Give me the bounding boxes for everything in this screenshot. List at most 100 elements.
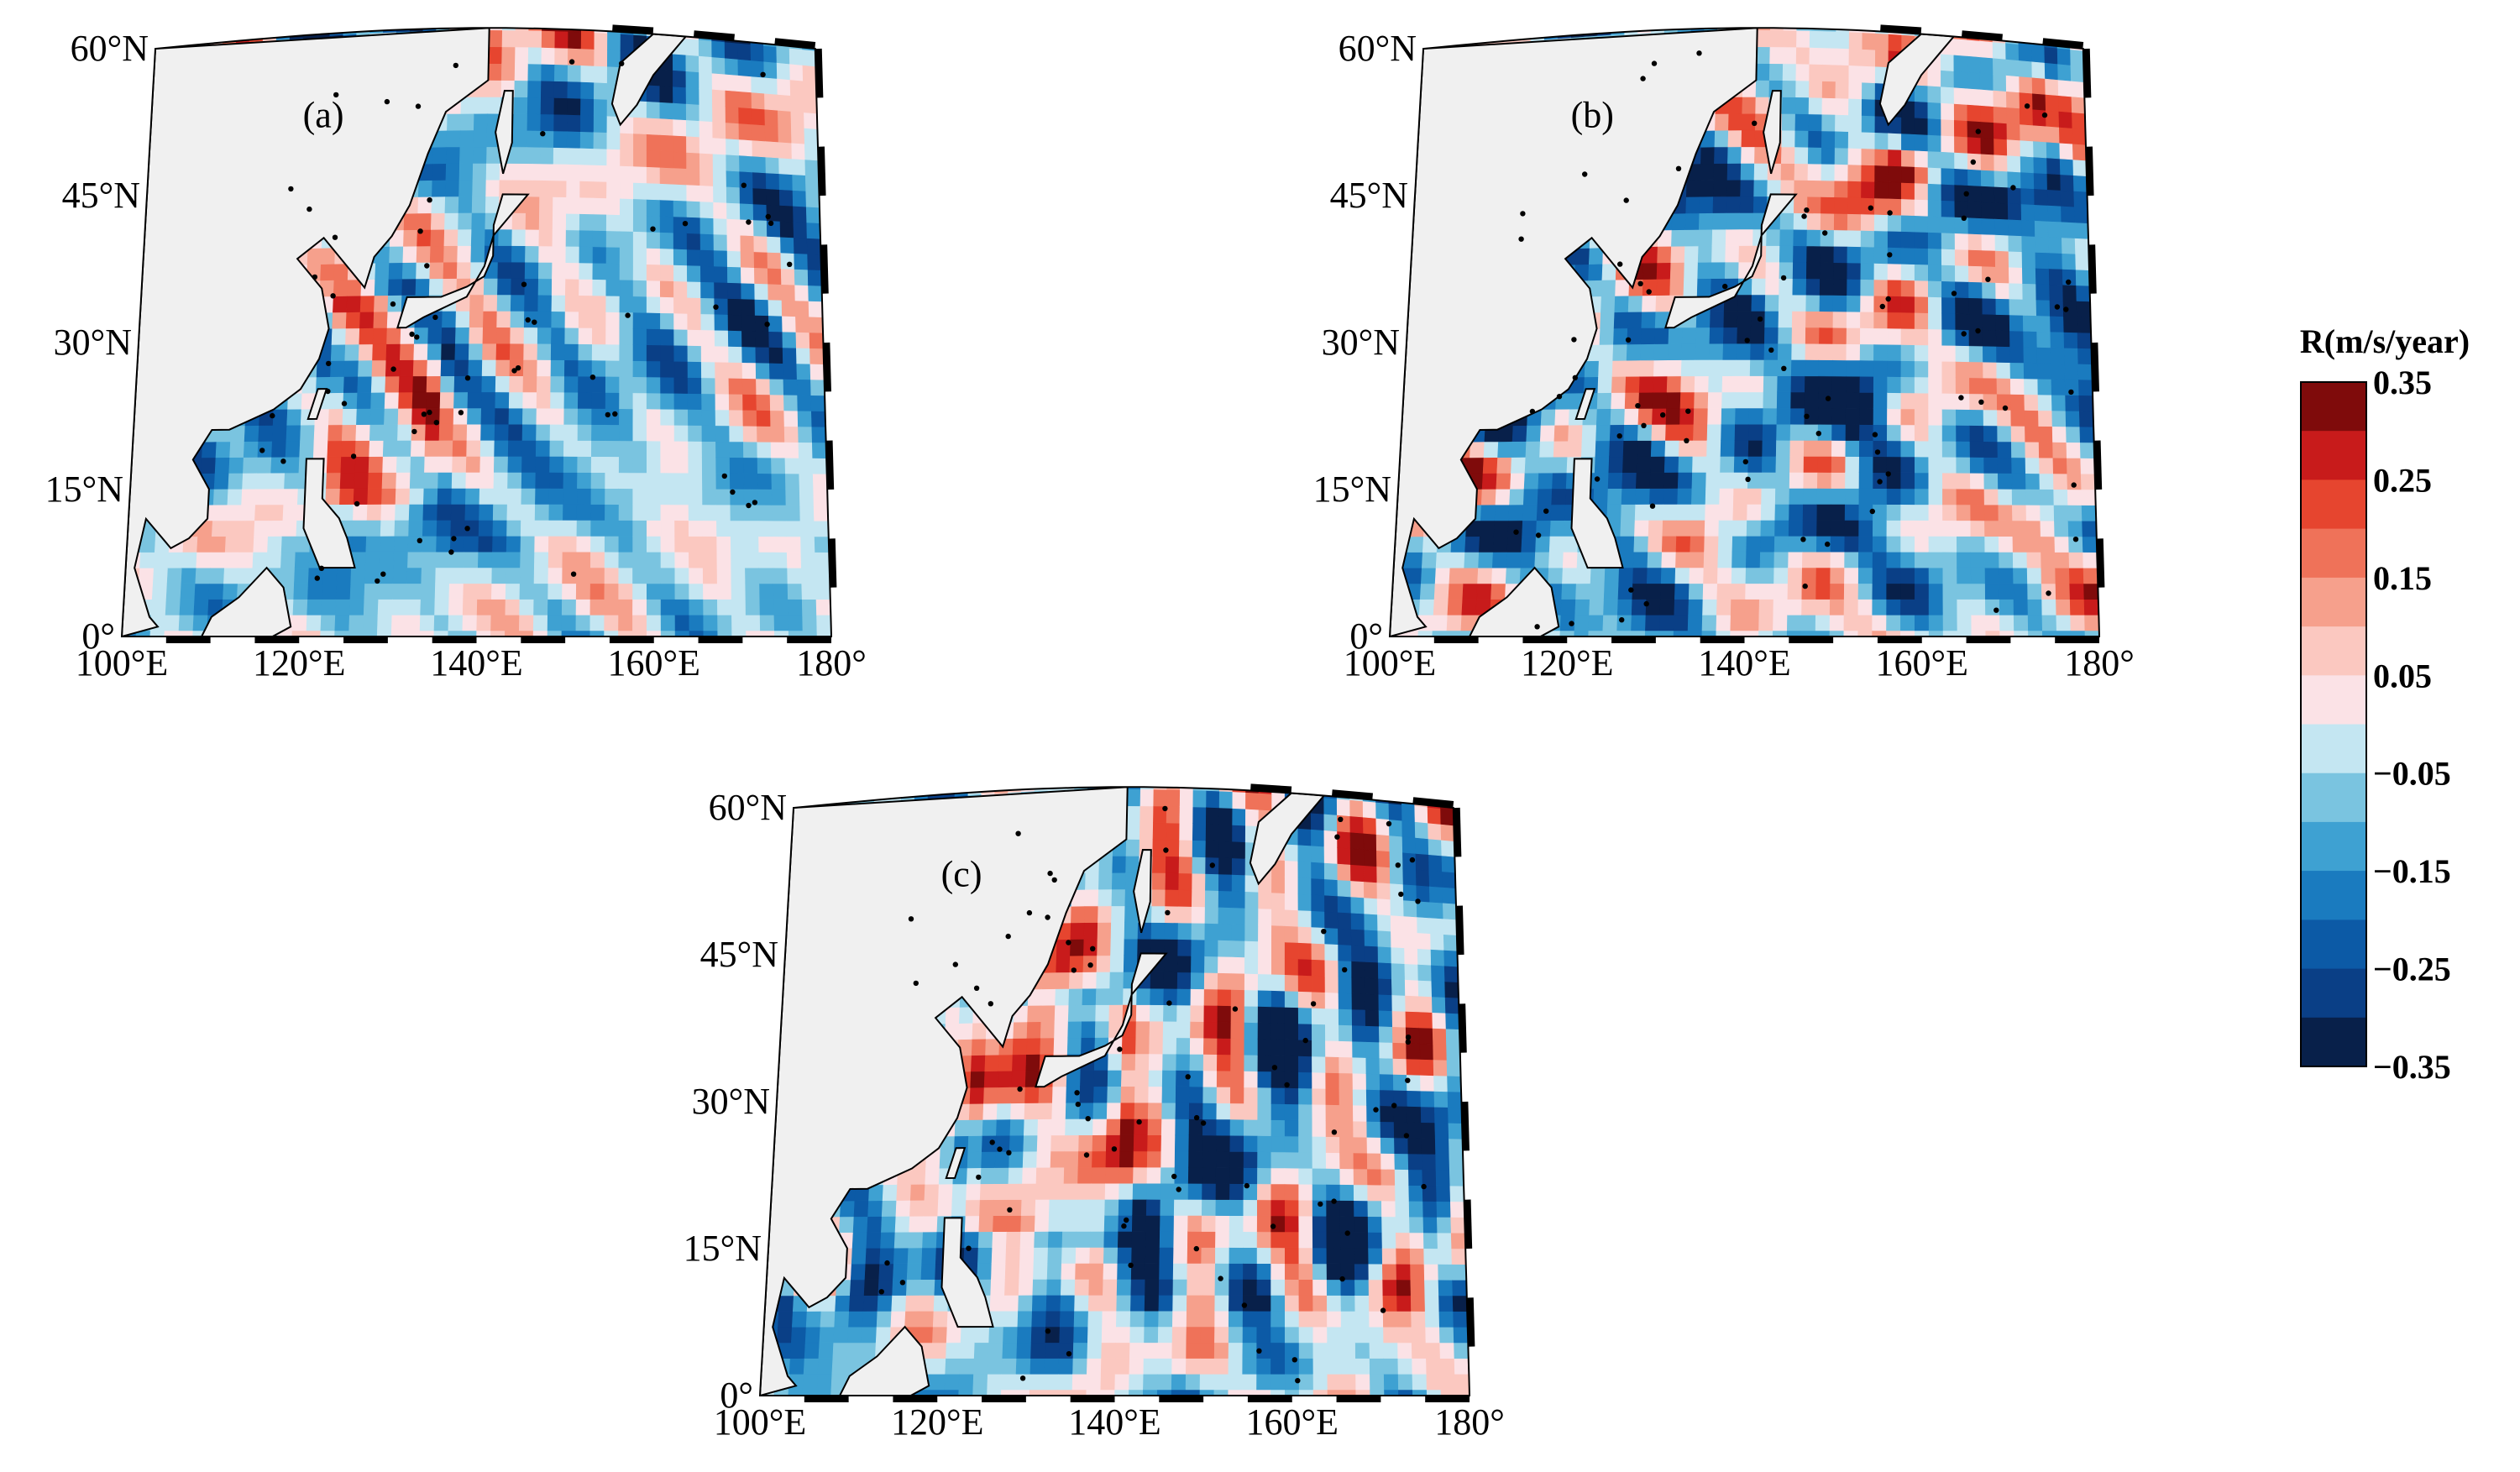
stipple-dot	[568, 59, 575, 65]
trend-cell	[1741, 129, 1756, 148]
trend-cell	[2017, 28, 2032, 30]
stipple-dot	[1951, 291, 1957, 296]
trend-cell	[395, 504, 411, 521]
trend-cell	[1914, 312, 1929, 330]
trend-cell	[2077, 348, 2093, 365]
trend-cell	[1784, 0, 1797, 13]
trend-cell	[2095, 505, 2099, 521]
trend-cell	[2041, 614, 2057, 631]
trend-cell	[1847, 279, 1862, 296]
trend-cell	[850, 1263, 867, 1281]
trend-cell	[495, 375, 511, 393]
trend-cell	[1927, 199, 1942, 217]
trend-cell	[1808, 97, 1823, 115]
trend-cell	[398, 375, 414, 393]
trend-cell	[787, 583, 803, 600]
trend-cell	[1740, 179, 1755, 197]
trend-cell	[1969, 457, 1985, 474]
trend-cell	[757, 441, 772, 458]
trend-cell	[1900, 263, 1915, 281]
trend-cell	[1927, 85, 1941, 103]
trend-cell	[371, 359, 387, 377]
trend-cell	[320, 263, 335, 281]
trend-cell	[2008, 218, 2023, 237]
trend-cell	[1831, 488, 1846, 505]
trend-cell	[1560, 599, 1576, 616]
trend-cell	[700, 361, 716, 379]
trend-cell	[1901, 149, 1915, 167]
lat-tick-label: 60°N	[1339, 28, 1417, 69]
trend-cell	[604, 567, 620, 584]
trend-cell	[743, 473, 758, 490]
trend-cell	[2024, 410, 2040, 427]
trend-cell	[1968, 281, 1983, 299]
trend-cell	[777, 109, 792, 128]
trend-cell	[402, 245, 417, 264]
trend-cell	[181, 552, 197, 568]
trend-cell	[2068, 552, 2084, 568]
trend-cell	[201, 457, 217, 474]
trend-cell	[1477, 28, 1493, 30]
stipple-dot	[532, 319, 537, 325]
trend-cell	[1941, 151, 1955, 170]
trend-cell	[283, 488, 299, 506]
trend-cell	[1927, 248, 1942, 265]
trend-cell	[702, 567, 718, 584]
trend-cell	[1886, 551, 1901, 568]
trend-cell	[369, 424, 385, 441]
trend-cell	[1762, 423, 1778, 441]
trend-cell	[1437, 28, 1453, 34]
trend-cell	[1982, 329, 1997, 347]
trend-cell	[1574, 248, 1590, 265]
trend-cell	[1872, 536, 1888, 553]
trend-cell	[589, 583, 605, 600]
trend-cell	[646, 264, 661, 281]
trend-cell	[1789, 488, 1805, 505]
trend-cell	[699, 249, 715, 267]
trend-cell	[1971, 599, 1986, 616]
trend-cell	[2046, 189, 2062, 207]
trend-cell	[1980, 105, 1994, 123]
trend-cell	[659, 215, 674, 233]
trend-cell	[352, 520, 368, 537]
trend-cell	[1983, 393, 1998, 411]
trend-cell	[426, 375, 442, 393]
trend-cell	[687, 409, 703, 426]
trend-cell	[618, 472, 634, 490]
trend-cell	[760, 630, 775, 637]
trend-cell	[2072, 112, 2086, 130]
trend-cell	[1873, 504, 1888, 521]
trend-cell	[2056, 614, 2072, 631]
trend-cell	[1829, 614, 1845, 631]
trend-cell	[1860, 230, 1875, 248]
trend-cell	[1993, 186, 2009, 204]
trend-cell	[1509, 488, 1525, 506]
trend-cell	[659, 166, 674, 185]
trend-cell	[1822, 47, 1836, 65]
trend-cell	[2060, 190, 2075, 207]
trend-cell	[1941, 360, 1957, 378]
trend-cell	[1524, 456, 1540, 474]
trend-cell	[1761, 472, 1777, 489]
trend-cell	[1773, 583, 1789, 600]
trend-cell	[777, 94, 792, 112]
trend-cell	[1942, 520, 1957, 537]
trend-cell	[1789, 407, 1805, 425]
trend-cell	[1886, 567, 1901, 584]
trend-cell	[766, 188, 780, 206]
trend-cell	[294, 551, 311, 568]
trend-cell	[782, 315, 797, 333]
trend-cell	[1783, 46, 1797, 65]
trend-cell	[2061, 221, 2076, 238]
trend-cell	[741, 362, 757, 380]
trend-cell	[726, 234, 741, 252]
trend-cell	[471, 196, 486, 213]
stipple-dot	[787, 261, 793, 267]
trend-cell	[712, 105, 726, 123]
trend-cell	[2014, 630, 2030, 637]
trend-cell	[931, 1342, 947, 1359]
trend-cell	[537, 262, 553, 280]
trend-cell	[632, 327, 647, 346]
trend-cell	[2070, 614, 2086, 631]
trend-cell	[1539, 424, 1556, 442]
